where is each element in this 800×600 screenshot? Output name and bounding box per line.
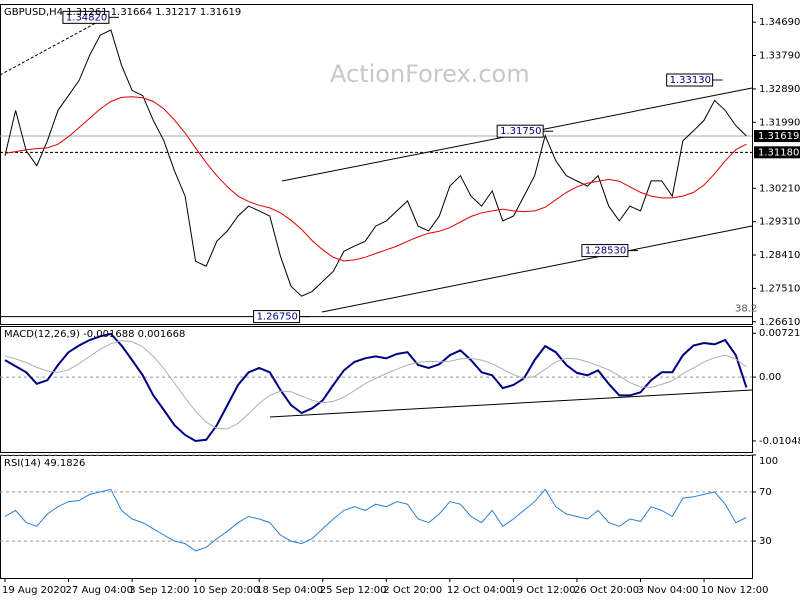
series-line — [4, 488, 747, 552]
x-tick-label: 3 Sep 12:00 — [129, 585, 189, 596]
annotation-label: 1.28530 — [585, 246, 626, 257]
annotation-box — [581, 244, 629, 258]
y-tick-label: 0.007213 — [759, 328, 800, 339]
y-tick-label: 0.00 — [759, 372, 781, 383]
channel-lower — [321, 225, 753, 313]
macd-trend-line — [269, 389, 753, 418]
x-tick-label: 18 Sep 04:00 — [256, 585, 323, 596]
support-label: 1.31180 — [758, 147, 799, 158]
price-label-box — [754, 130, 800, 143]
annotation-label: 1.33130 — [670, 75, 711, 86]
series-line — [4, 96, 747, 262]
x-tick-label: 3 Nov 04:00 — [637, 585, 698, 596]
x-tick-label: 2 Oct 20:00 — [383, 585, 442, 596]
annotation-box — [496, 124, 544, 138]
y-tick-label: 30 — [759, 536, 772, 547]
panel-title: MACD(12,26,9) -0.001688 0.001668 — [4, 329, 185, 340]
current-price-label: 1.31619 — [758, 131, 799, 142]
annotation-box — [62, 10, 110, 24]
y-tick-label: 1.29310 — [759, 217, 800, 228]
panel-title: GBPUSD,H4 1.31261 1.31664 1.31217 1.3161… — [4, 7, 241, 18]
x-tick-label: 10 Nov 12:00 — [701, 585, 768, 596]
y-tick-label: 1.27510 — [759, 283, 800, 294]
y-tick-label: 1.32890 — [759, 84, 800, 95]
y-tick-label: -0.01048 — [759, 436, 800, 447]
panel-border — [0, 455, 753, 579]
price-label-box — [754, 146, 800, 159]
series-line — [4, 332, 748, 443]
annotation-box — [666, 73, 714, 87]
y-tick-label: 1.30210 — [759, 183, 800, 194]
x-tick-label: 19 Aug 2020 — [2, 585, 66, 596]
watermark: ActionForex.com — [330, 60, 530, 88]
panel-title: RSI(14) 49.1826 — [4, 458, 85, 469]
y-tick-label: 1.33790 — [759, 51, 800, 62]
panel-border — [0, 326, 753, 453]
fib-label: 38.2 — [735, 304, 757, 315]
y-tick-label: 1.26610 — [759, 317, 800, 328]
y-tick-label: 100 — [759, 456, 778, 467]
annotation-box — [253, 310, 301, 324]
panel-border — [0, 4, 753, 325]
y-tick-label: 1.28410 — [759, 250, 800, 261]
x-tick-label: 19 Oct 12:00 — [510, 585, 575, 596]
x-tick-label: 10 Sep 20:00 — [193, 585, 260, 596]
y-tick-label: 1.34690 — [759, 17, 800, 28]
series-line — [4, 340, 747, 430]
series-line — [4, 29, 747, 297]
x-tick-label: 12 Oct 04:00 — [447, 585, 512, 596]
y-tick-label: 1.31990 — [759, 117, 800, 128]
x-tick-label: 27 Aug 04:00 — [66, 585, 133, 596]
x-tick-label: 26 Oct 20:00 — [574, 585, 639, 596]
x-tick-label: 25 Sep 12:00 — [320, 585, 387, 596]
y-tick-label: 70 — [759, 487, 772, 498]
annotation-label: 1.31750 — [500, 126, 541, 137]
annotation-label: 1.34820 — [66, 12, 107, 23]
annotation-label: 1.26750 — [257, 312, 298, 323]
